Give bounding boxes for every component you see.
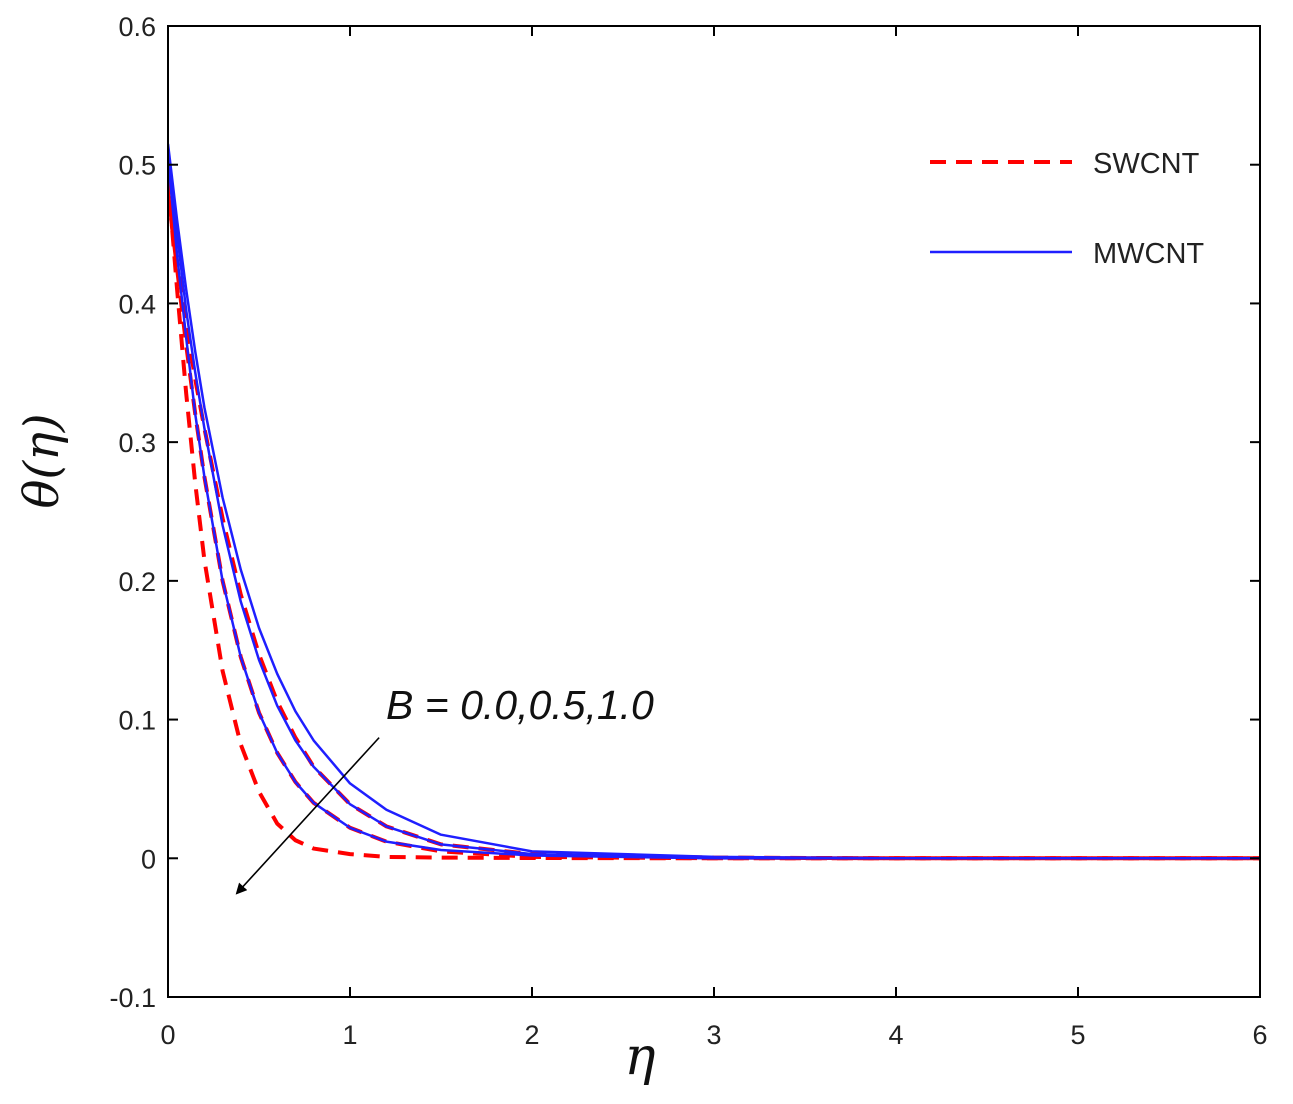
x-tick-label: 4 [888,1020,903,1050]
x-tick-label: 5 [1070,1020,1085,1050]
legend-label-mwcnt: MWCNT [1093,238,1204,270]
legend: SWCNT MWCNT [930,148,1204,270]
series-line-swcnt-1 [168,178,1260,861]
series-line-swcnt-2 [168,192,1260,861]
y-tick-label: -0.1 [109,983,156,1013]
y-tick-label: 0 [141,844,156,874]
x-tick-label: 2 [524,1020,539,1050]
series-line-mwcnt-6 [168,143,1260,860]
y-tick-label: 0.3 [118,428,156,458]
y-tick-label: 0.6 [118,12,156,42]
x-tick-label: 0 [160,1020,175,1050]
y-tick-label: 0.1 [118,706,156,736]
x-tick-label: 3 [706,1020,721,1050]
y-tick-label: 0.4 [118,289,156,319]
y-tick-label: 0.5 [118,151,156,181]
annotation: B = 0.0,0.5,1.0 [235,682,654,895]
series-line-swcnt-3 [168,199,1260,861]
series-layer [168,143,1260,861]
x-axis-label: η [624,1027,655,1087]
annotation-arrow [235,737,380,895]
annotation-text: B = 0.0,0.5,1.0 [386,682,654,728]
x-tick-label: 1 [342,1020,357,1050]
y-axis-label: θ(η) [14,413,70,508]
x-tick-label: 6 [1252,1020,1267,1050]
legend-label-swcnt: SWCNT [1093,148,1200,180]
y-tick-label: 0.2 [118,567,156,597]
tick-layer: 0 1 2 3 4 5 6-0.100.10.20.30.40.50.6 [109,12,1267,1050]
